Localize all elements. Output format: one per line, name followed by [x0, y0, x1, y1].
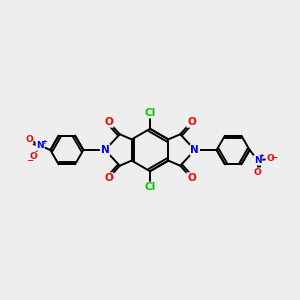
Text: O: O — [254, 168, 262, 177]
Text: O: O — [266, 154, 274, 163]
Text: O: O — [25, 135, 33, 144]
Text: N: N — [101, 145, 110, 155]
Text: +: + — [259, 154, 265, 160]
Text: O: O — [30, 152, 38, 161]
Text: −: − — [26, 156, 33, 165]
Text: N: N — [254, 156, 262, 165]
Text: O: O — [104, 173, 113, 183]
Text: N: N — [36, 141, 44, 150]
Text: Cl: Cl — [144, 182, 156, 192]
Text: O: O — [104, 117, 113, 127]
Text: Cl: Cl — [144, 108, 156, 118]
Text: N: N — [190, 145, 199, 155]
Text: +: + — [41, 139, 47, 145]
Text: −: − — [271, 153, 278, 162]
Text: O: O — [187, 117, 196, 127]
Text: O: O — [187, 173, 196, 183]
